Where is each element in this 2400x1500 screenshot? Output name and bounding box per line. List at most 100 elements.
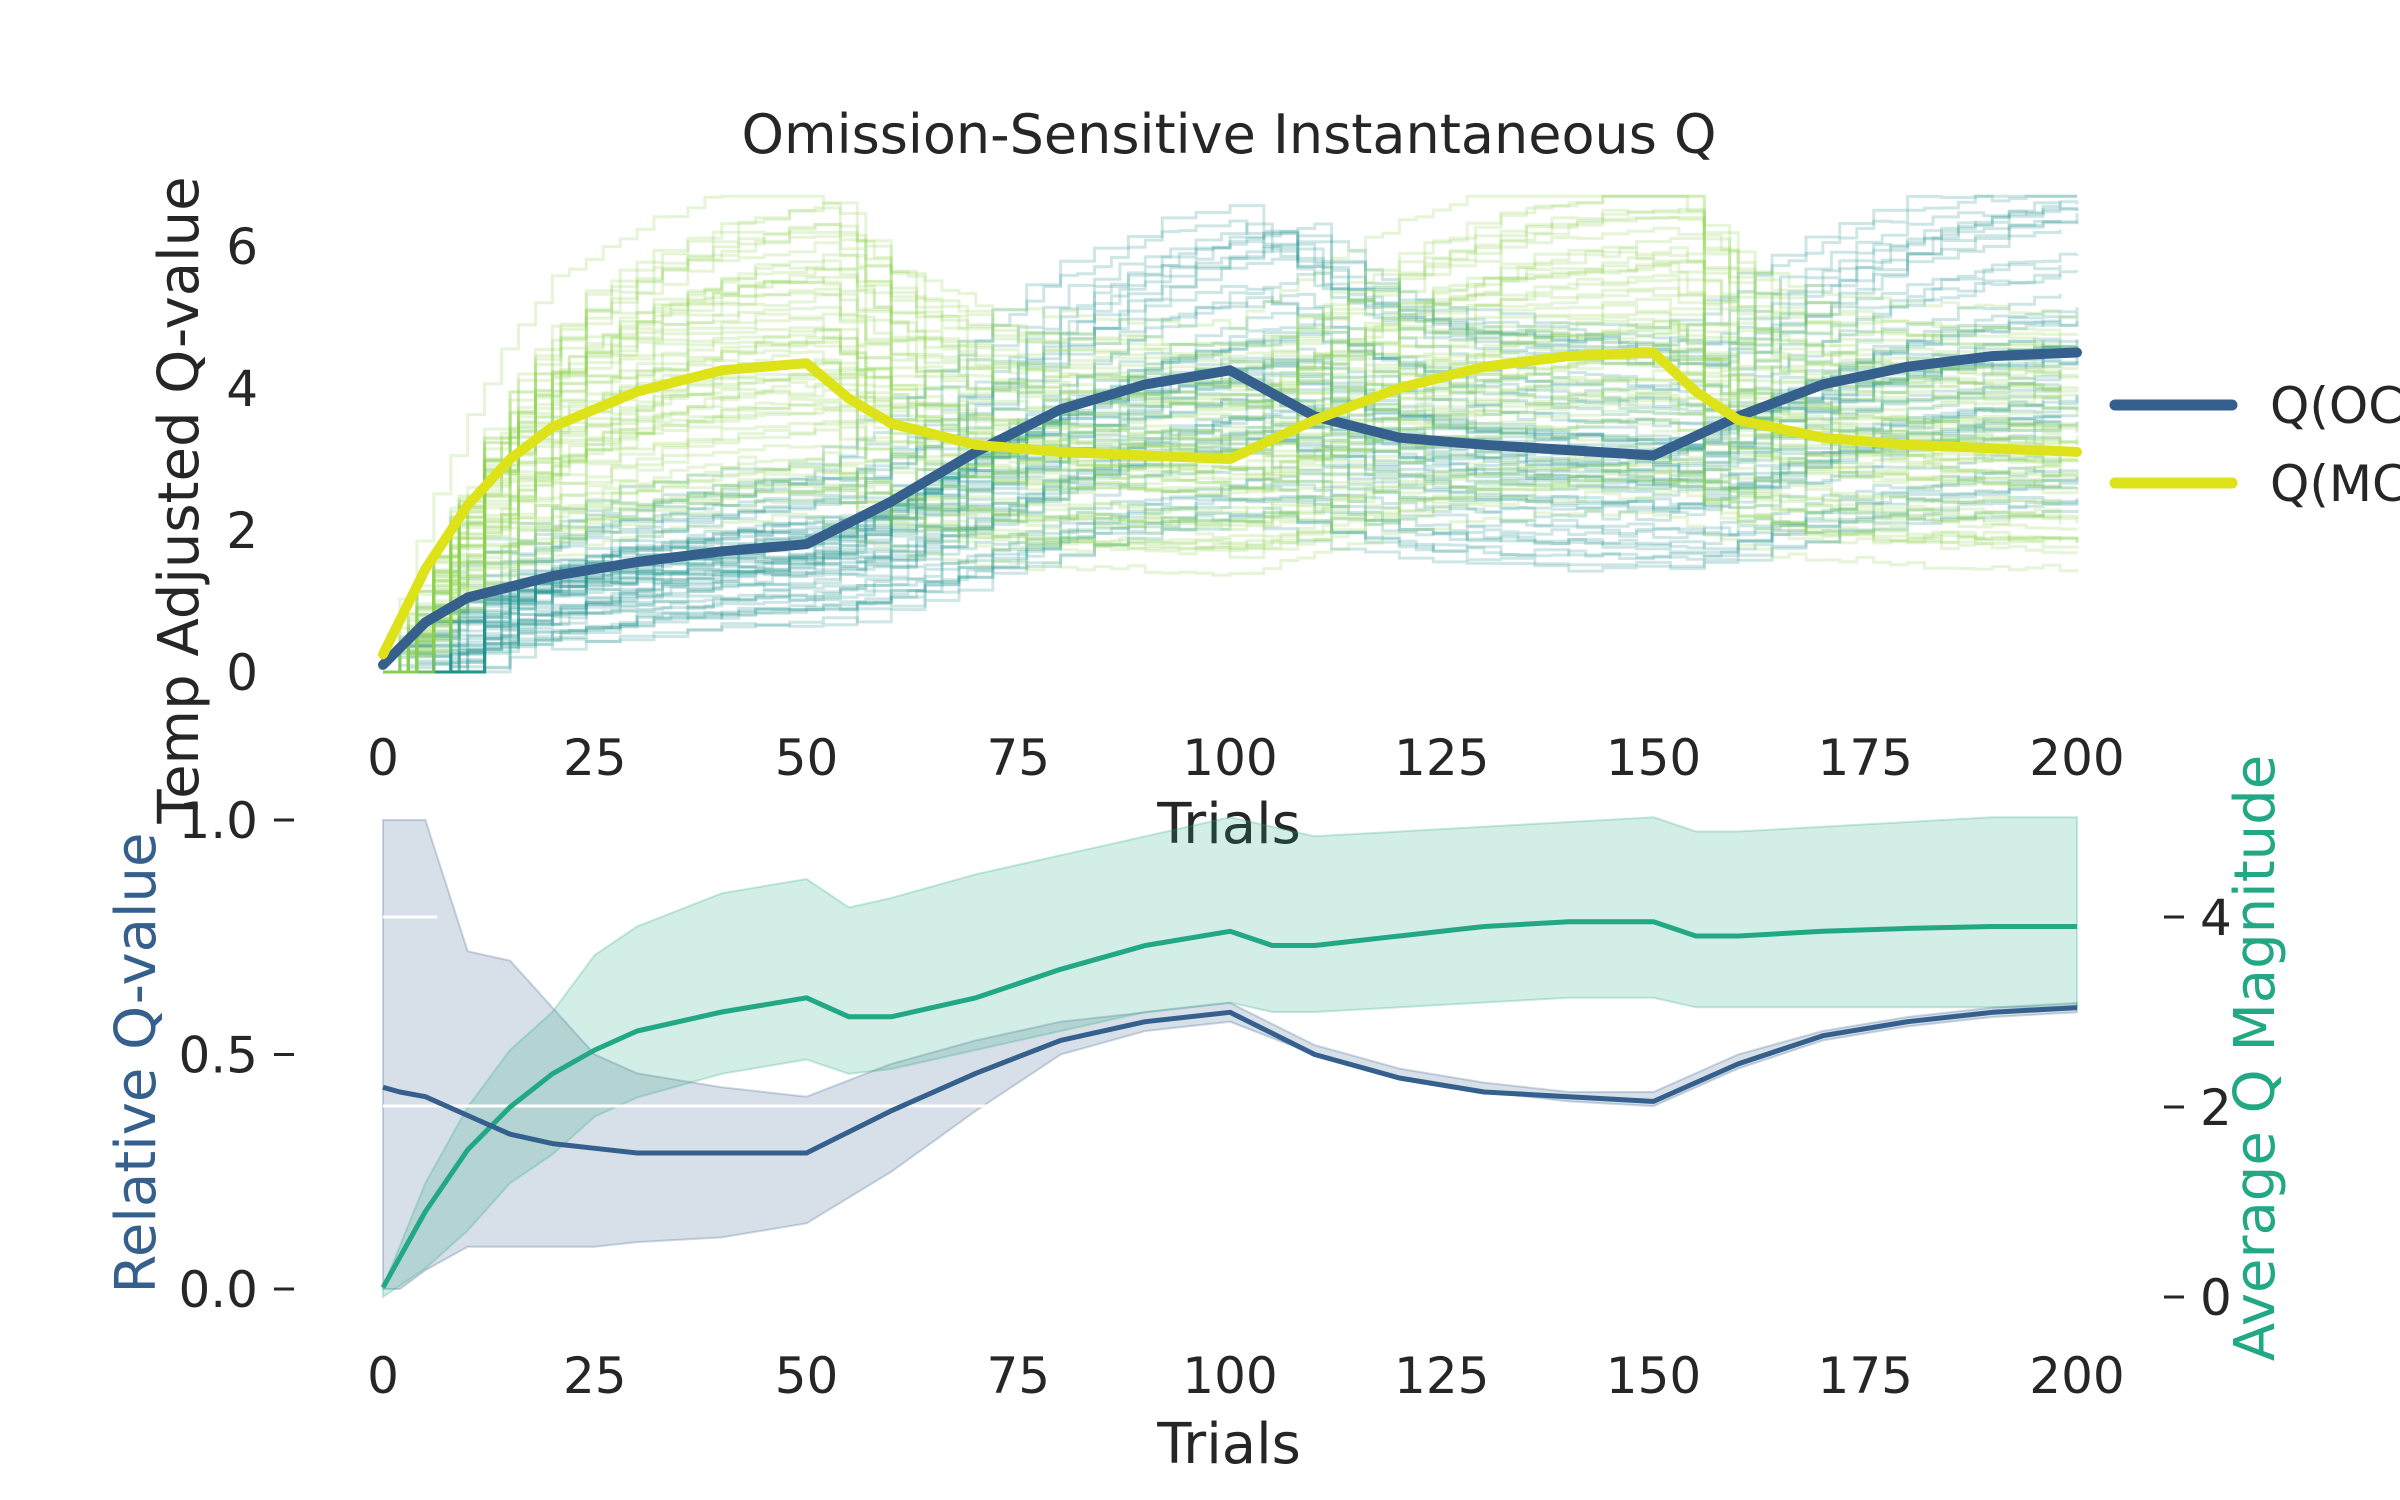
top-y-tick-labels: 0 2 4 6 xyxy=(226,218,258,702)
bottom-left-y-tick-label: 0.5 xyxy=(178,1027,258,1085)
bottom-x-tick-label: 150 xyxy=(1606,1347,1701,1405)
top-mean-series xyxy=(378,347,2082,670)
bottom-x-tick-labels: 0 25 50 75 100 125 150 175 200 xyxy=(367,1347,2125,1405)
relative-q-band xyxy=(382,819,2078,1290)
individual-trace xyxy=(383,473,2062,674)
individual-trace xyxy=(383,194,2062,674)
individual-trace xyxy=(383,385,2062,674)
bottom-x-tick-label: 100 xyxy=(1182,1347,1277,1405)
bottom-x-tick-label: 0 xyxy=(367,1347,399,1405)
individual-trace xyxy=(383,297,2079,674)
individual-trace xyxy=(383,246,2079,674)
individual-trace xyxy=(383,397,2062,674)
top-x-axis-label: Trials xyxy=(1156,792,1301,857)
series-line-q-oc xyxy=(378,347,2082,670)
bottom-y-axis-label-right: Average Q Magnitude xyxy=(2223,755,2288,1361)
individual-trace xyxy=(383,476,2079,674)
individual-trace xyxy=(383,463,2062,674)
top-panel: Omission-Sensitive Instantaneous Q 0 25 50… xyxy=(147,103,2400,857)
individual-trace xyxy=(383,215,2079,674)
individual-trace xyxy=(383,260,2079,674)
individual-trace xyxy=(383,273,2062,674)
bottom-x-tick-label: 125 xyxy=(1394,1347,1489,1405)
individual-trace xyxy=(383,502,2079,674)
top-x-tick-label: 200 xyxy=(2029,729,2124,787)
individual-trace xyxy=(383,417,2062,674)
top-x-tick-label: 125 xyxy=(1394,729,1489,787)
bottom-x-tick-label: 50 xyxy=(775,1347,839,1405)
individual-trace xyxy=(383,490,2079,674)
individual-trace xyxy=(383,263,2062,674)
individual-trace xyxy=(383,409,2079,674)
bottom-x-tick-label: 175 xyxy=(1818,1347,1913,1405)
individual-trace xyxy=(383,208,2062,674)
top-x-tick-label: 50 xyxy=(775,729,839,787)
series-line-relative-q-value xyxy=(382,1005,2078,1156)
individual-trace xyxy=(383,329,2062,674)
individual-trace xyxy=(383,311,2079,674)
individual-trace xyxy=(383,384,2079,674)
individual-trace xyxy=(383,293,2062,674)
individual-trace xyxy=(383,307,2079,674)
individual-trace xyxy=(383,206,2079,674)
individual-trace xyxy=(383,200,2079,674)
individual-trace xyxy=(383,194,2077,674)
top-x-tick-labels: 0 25 50 75 100 125 150 175 200 xyxy=(367,729,2125,787)
individual-trace xyxy=(383,421,2079,674)
individual-trace xyxy=(383,274,2062,674)
individual-trace xyxy=(383,466,2062,674)
top-chart-title: Omission-Sensitive Instantaneous Q xyxy=(741,103,1716,166)
individual-trace xyxy=(383,469,2079,674)
individual-trace xyxy=(383,358,2079,674)
bottom-x-axis-label: Trials xyxy=(1156,1412,1301,1477)
average-q-band xyxy=(382,816,2078,1299)
series-line-q-mc xyxy=(378,347,2082,660)
bottom-confidence-bands xyxy=(382,816,2078,1299)
individual-trace xyxy=(383,457,2079,674)
individual-trace xyxy=(383,286,2062,674)
individual-trace xyxy=(383,252,2079,674)
individual-trace xyxy=(383,250,2079,674)
individual-trace xyxy=(383,469,2079,674)
bottom-x-tick-label: 75 xyxy=(986,1347,1050,1405)
individual-trace xyxy=(383,262,2062,674)
individual-trace xyxy=(383,509,2079,674)
bottom-left-y-ticks: 0.0 0.5 1.0 xyxy=(178,792,294,1319)
individual-trace xyxy=(383,450,2079,674)
individual-trace xyxy=(383,207,2079,674)
top-legend: Q(OC Q(MC xyxy=(2109,377,2400,513)
individual-trace xyxy=(383,377,2062,674)
bottom-x-tick-label: 200 xyxy=(2029,1347,2124,1405)
individual-trace xyxy=(383,429,2062,674)
top-x-tick-label: 25 xyxy=(563,729,627,787)
individual-trace xyxy=(383,378,2079,674)
individual-trace xyxy=(383,201,2062,674)
top-y-tick-label: 2 xyxy=(226,502,258,560)
individual-trace xyxy=(383,358,2062,674)
individual-trace xyxy=(383,369,2062,674)
individual-trace xyxy=(383,391,2079,674)
top-y-axis-label: Temp Adjusted Q-value xyxy=(147,176,212,824)
bottom-series xyxy=(380,919,2078,1289)
individual-trace xyxy=(383,414,2079,674)
individual-trace xyxy=(383,484,2079,674)
individual-trace xyxy=(383,444,2079,674)
top-y-tick-label: 0 xyxy=(226,644,258,702)
individual-trace xyxy=(383,486,2079,674)
individual-trace xyxy=(383,420,2062,674)
individual-trace xyxy=(383,339,2079,674)
individual-trace xyxy=(383,345,2079,674)
individual-trace xyxy=(383,477,2079,674)
individual-trace xyxy=(383,471,2079,674)
individual-trace xyxy=(383,481,2079,674)
top-x-tick-label: 0 xyxy=(367,729,399,787)
individual-trace xyxy=(383,478,2079,674)
individual-trace xyxy=(383,264,2079,674)
individual-trace xyxy=(383,220,2079,674)
individual-trace xyxy=(383,194,2077,674)
individual-trace xyxy=(383,346,2079,674)
individual-trace xyxy=(383,207,2062,674)
top-y-tick-label: 6 xyxy=(226,218,258,276)
individual-trace xyxy=(383,256,2062,674)
